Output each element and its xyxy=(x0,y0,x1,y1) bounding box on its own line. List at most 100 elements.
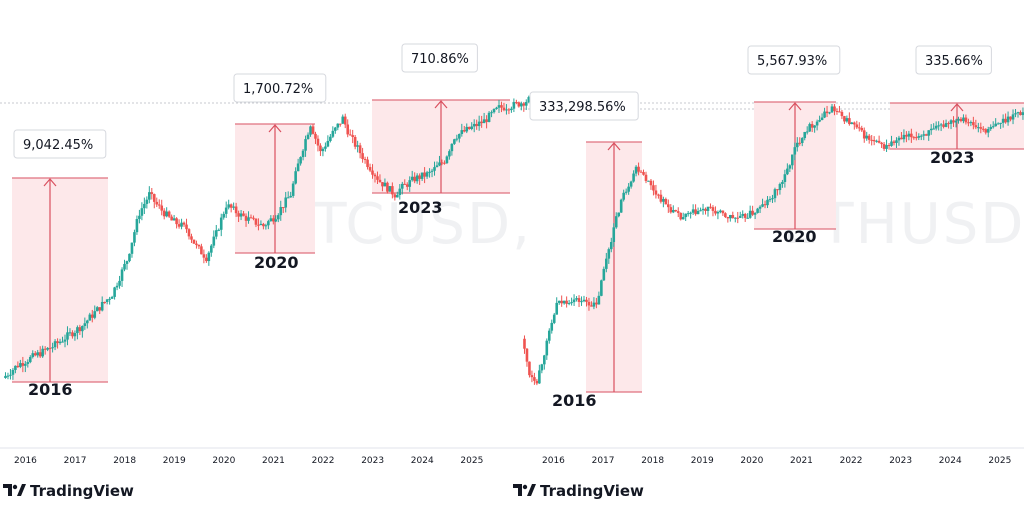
candle-body xyxy=(724,213,727,218)
candle-body xyxy=(939,124,943,126)
candle-body xyxy=(9,374,12,376)
candle-body xyxy=(607,249,611,259)
pct-label: 335.66% xyxy=(925,54,983,69)
candle-body xyxy=(386,182,389,192)
candle-body xyxy=(400,183,404,189)
candle-body xyxy=(986,129,990,133)
candle-body xyxy=(910,133,913,138)
candle-body xyxy=(259,223,263,225)
candle-body xyxy=(642,172,645,175)
candle-body xyxy=(202,254,206,258)
candle-body xyxy=(366,159,369,168)
candle-body xyxy=(48,347,52,349)
candle-body xyxy=(172,218,176,221)
candle-body xyxy=(210,245,213,253)
candle-body xyxy=(46,347,49,350)
candle-body xyxy=(346,124,350,135)
candle-body xyxy=(267,221,270,226)
candle-body xyxy=(217,229,221,231)
candle-body xyxy=(761,204,764,207)
candle-body xyxy=(155,201,159,205)
candle-body xyxy=(78,327,82,332)
candle-body xyxy=(294,171,297,184)
cycle-year-label: 2020 xyxy=(772,227,817,246)
candle-body xyxy=(900,137,903,140)
candle-body xyxy=(885,145,888,149)
candle-body xyxy=(435,165,439,168)
x-tick-label: 2018 xyxy=(113,456,136,466)
candle-body xyxy=(24,363,27,366)
candle-body xyxy=(53,341,57,348)
candle-body xyxy=(418,175,421,179)
candle-body xyxy=(324,146,327,149)
cycle-arrowhead xyxy=(434,100,448,109)
candle-body xyxy=(306,134,310,140)
candle-body xyxy=(791,154,794,166)
candle-body xyxy=(552,314,556,323)
candle-body xyxy=(304,139,307,151)
candle-body xyxy=(515,102,518,104)
x-tick-label: 2020 xyxy=(212,456,235,466)
cycle-arrowhead xyxy=(268,124,282,133)
candle-body xyxy=(254,218,258,225)
candle-body xyxy=(495,107,498,109)
candle-body xyxy=(314,133,317,139)
candle-body xyxy=(617,212,621,217)
candle-body xyxy=(309,126,312,135)
candle-body xyxy=(214,230,218,237)
candle-body xyxy=(818,120,821,122)
candle-body xyxy=(600,280,603,296)
x-tick-label: 2022 xyxy=(312,456,335,466)
candle-body xyxy=(108,298,111,300)
candle-body xyxy=(954,120,958,123)
candle-body xyxy=(6,375,10,377)
candle-body xyxy=(989,127,993,130)
pct-label: 333,298.56% xyxy=(539,100,626,115)
candle-body xyxy=(190,236,193,240)
cycle-year-label: 2020 xyxy=(254,253,299,272)
candle-body xyxy=(726,217,730,219)
candle-body xyxy=(716,212,720,214)
candle-body xyxy=(83,323,87,327)
x-ticks: 2016 2017 2018 2019 2020 2021 2022 2023 2024 2025… xyxy=(14,456,1011,466)
candle-body xyxy=(343,116,347,125)
candle-body xyxy=(803,131,807,139)
candle-body xyxy=(505,109,508,111)
candle-body xyxy=(967,122,970,124)
pct-label-box xyxy=(747,45,841,75)
candle-body xyxy=(743,213,747,218)
candle-body xyxy=(525,348,529,362)
candle-body xyxy=(187,229,191,237)
cycle-year-label: 2023 xyxy=(930,148,975,167)
candle-body xyxy=(577,298,581,302)
candle-body xyxy=(140,208,144,216)
candle-body xyxy=(756,208,759,213)
candle-body xyxy=(562,300,566,304)
candle-body xyxy=(237,213,240,217)
candle-body xyxy=(135,219,139,233)
candle-body xyxy=(560,300,563,304)
pct-label-box xyxy=(401,43,478,73)
candle-body xyxy=(543,355,546,365)
candle-body xyxy=(669,207,673,213)
candle-body xyxy=(167,211,171,217)
candle-body xyxy=(26,362,30,364)
x-tick-label: 2020 xyxy=(740,456,763,466)
candle-body xyxy=(585,299,588,302)
candle-body xyxy=(524,102,528,106)
candle-body xyxy=(823,111,826,118)
candle-body xyxy=(361,153,364,159)
candle-body xyxy=(269,218,273,222)
candle-body xyxy=(73,333,77,337)
candle-body xyxy=(927,130,931,136)
x-tick-label: 2024 xyxy=(939,456,962,466)
candle-body xyxy=(133,232,136,243)
candle-body xyxy=(768,199,772,201)
pct-label-box xyxy=(529,91,639,121)
candle-body xyxy=(180,222,183,227)
candle-body xyxy=(533,377,536,381)
candle-body xyxy=(714,210,717,214)
candle-body xyxy=(753,212,757,215)
candle-body xyxy=(162,210,166,217)
candle-body xyxy=(425,172,429,177)
